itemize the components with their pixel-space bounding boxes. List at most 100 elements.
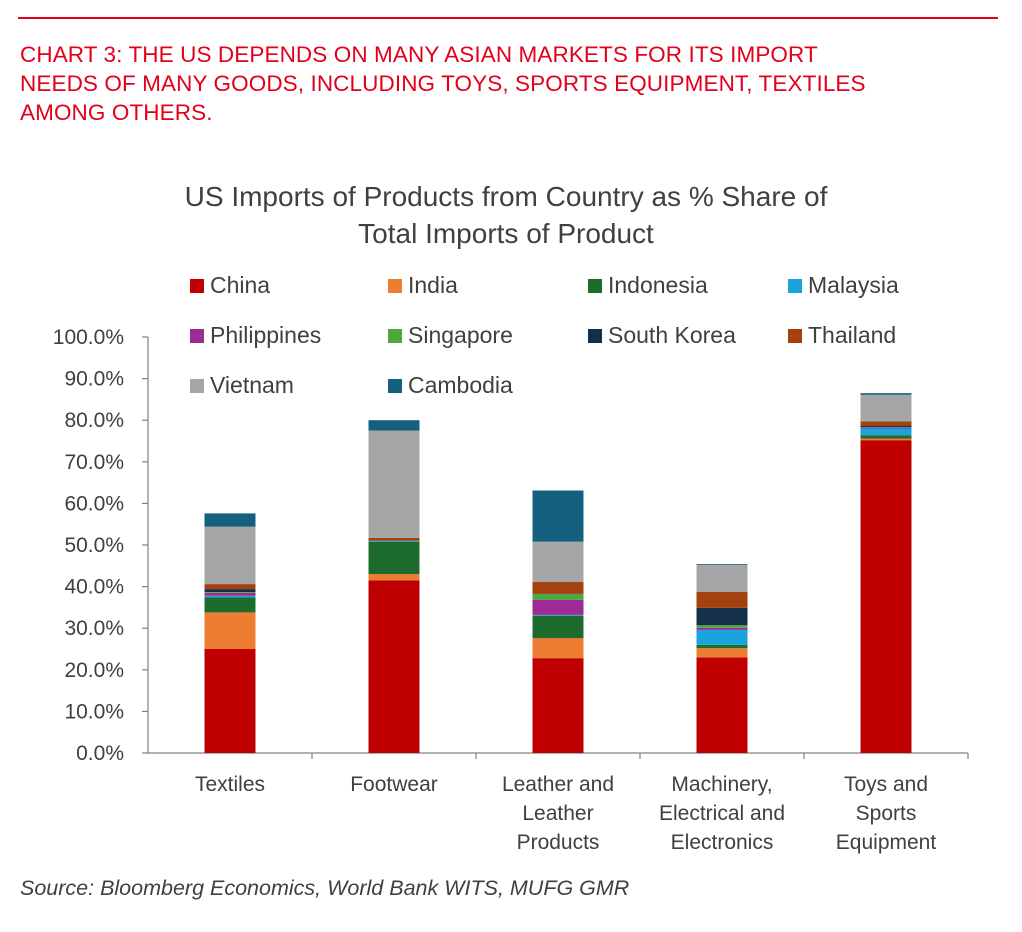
header-line: NEEDS OF MANY GOODS, INCLUDING TOYS, SPO… [20,71,866,96]
legend-item-philippines: Philippines [190,322,321,349]
x-tick-label: Footwear [350,773,438,796]
bar-segment-vietnam [532,541,584,583]
x-tick-label: Toys and [844,773,928,796]
x-tick-label: Electrical and [659,802,785,825]
bar-segment-malaysia [532,614,584,616]
y-tick-label: 0.0% [76,742,124,765]
bar-segment-cambodia [860,393,912,395]
legend-swatch [588,328,602,343]
legend-swatch [190,278,204,293]
y-tick-label: 20.0% [64,659,124,682]
bar-segment-india [860,438,912,441]
source-note: Source: Bloomberg Economics, World Bank … [20,876,630,900]
bar-segment-indonesia [860,435,912,439]
bar-segment-singapore [696,625,748,628]
legend-swatch [190,328,204,343]
bar-segment-singapore [532,594,584,600]
legend-item-indonesia: Indonesia [588,272,708,299]
chart-title-line: US Imports of Products from Country as %… [184,181,828,212]
legend-item-thailand: Thailand [788,322,896,349]
bar-segment-china [368,580,420,753]
x-tick-label: Equipment [836,831,937,854]
legend-swatch [190,378,204,393]
bar-segment-india [532,638,584,659]
bar-segment-vietnam [696,564,748,593]
legend-label: South Korea [608,322,736,348]
bar-segment-philippines [860,427,912,429]
bar-segment-philippines [532,599,584,615]
bar-segment-indonesia [696,644,748,649]
bar-segment-malaysia [204,595,256,598]
y-tick-label: 10.0% [64,700,124,723]
legend-swatch [388,278,402,293]
legend-swatch [588,278,602,293]
bar-segment-india [204,612,256,649]
legend-swatch [788,278,802,293]
bar-segment-india [368,574,420,581]
legend-item-south-korea: South Korea [588,322,736,349]
y-tick-label: 80.0% [64,409,124,432]
bar-segment-indonesia [368,541,420,575]
chart-legend: China India Indonesia Malaysia Philippines Si… [0,268,1022,408]
y-tick-label: 100.0% [53,326,124,349]
bar-segment-vietnam [860,394,912,422]
y-tick-label: 60.0% [64,492,124,515]
legend-swatch [388,328,402,343]
bar-segment-vietnam [204,526,256,585]
bar-segment-malaysia [696,629,748,645]
legend-item-vietnam: Vietnam [190,372,294,399]
x-tick-label: Textiles [195,773,265,796]
y-tick-label: 90.0% [64,368,124,391]
legend-swatch [388,378,402,393]
bar-segment-vietnam [368,430,420,538]
bar-segment-south-korea [204,589,256,593]
legend-item-india: India [388,272,458,299]
legend-label: Cambodia [408,372,513,398]
legend-swatch [788,328,802,343]
bar-segment-thailand [532,582,584,594]
legend-label: China [210,272,271,298]
bar-segment-china [204,649,256,753]
bar-segment-malaysia [860,428,912,436]
bar-segment-south-korea [860,425,912,428]
legend-item-china: China [190,272,270,299]
legend-label: Philippines [210,322,322,348]
bar-segment-china [860,440,912,753]
report-header: CHART 3: THE US DEPENDS ON MANY ASIAN MA… [20,40,1010,127]
legend-item-cambodia: Cambodia [388,372,513,399]
bar-segment-thailand [204,584,256,590]
legend-label: Indonesia [608,272,708,298]
legend-label: Thailand [808,322,897,348]
x-tick-label: Leather [522,802,593,825]
header-line: AMONG OTHERS. [20,100,213,125]
y-tick-label: 30.0% [64,617,124,640]
header-line: CHART 3: THE US DEPENDS ON MANY ASIAN MA… [20,42,818,67]
bar-segment-cambodia [204,513,256,527]
top-rule [18,17,998,19]
x-tick-label: Leather and [502,773,614,796]
legend-item-singapore: Singapore [388,322,513,349]
x-tick-label: Electronics [671,831,774,854]
y-tick-label: 40.0% [64,576,124,599]
bar-segment-indonesia [204,597,256,613]
y-tick-label: 50.0% [64,534,124,557]
bar-segment-indonesia [532,615,584,639]
bar-segment-cambodia [532,490,584,542]
bar-segment-china [532,658,584,753]
bar-segment-philippines [696,627,748,630]
bar-segment-india [696,648,748,658]
x-tick-label: Products [517,831,600,854]
bar-segment-singapore [204,592,256,593]
bar-segment-philippines [204,592,256,596]
bar-segment-thailand [860,421,912,426]
legend-item-malaysia: Malaysia [788,272,899,299]
bar-segment-china [696,657,748,753]
bar-segment-south-korea [696,607,748,626]
legend-label: Singapore [408,322,513,348]
legend-label: India [408,272,458,298]
legend-label: Vietnam [210,372,294,398]
x-tick-label: Machinery, [671,773,772,796]
bar-segment-thailand [696,592,748,608]
x-tick-label: Sports [856,802,917,825]
